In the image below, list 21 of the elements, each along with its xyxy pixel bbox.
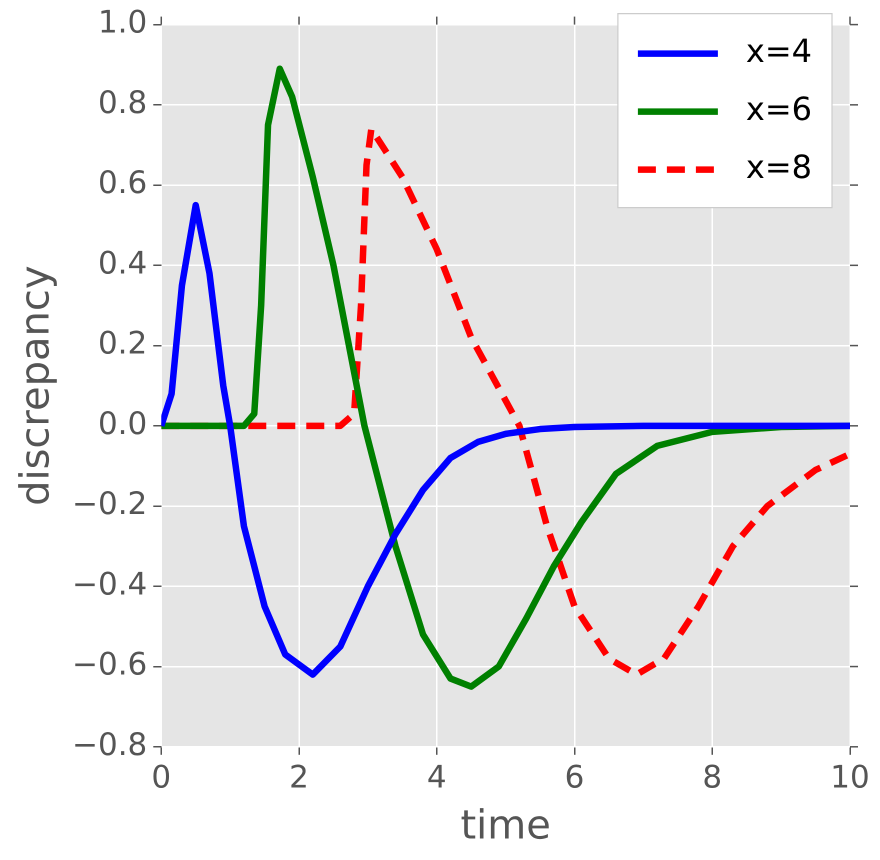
y-tick-label: −0.4 — [72, 566, 148, 602]
y-tick-label: 0.0 — [98, 406, 148, 442]
y-tick-label: 0.8 — [98, 84, 148, 121]
x-tick-label: 0 — [151, 759, 172, 796]
x-tick-label: 10 — [830, 759, 870, 796]
y-tick-label: 0.4 — [98, 245, 148, 282]
y-tick-label: 0.2 — [98, 326, 148, 362]
y-axis-title: discrepancy — [12, 265, 58, 506]
x-tick-label: 6 — [564, 759, 584, 796]
y-tick-label: −0.8 — [72, 726, 148, 763]
legend-label: x=8 — [746, 148, 812, 186]
y-tick-label: −0.6 — [72, 646, 148, 683]
x-tick-label: 4 — [426, 759, 447, 796]
x-tick-label: 8 — [702, 759, 722, 796]
x-tick-label: 2 — [289, 759, 309, 796]
legend-label: x=4 — [746, 32, 812, 70]
x-axis-title: time — [460, 802, 551, 848]
y-tick-label: −0.2 — [72, 486, 148, 522]
y-tick-label: 1.0 — [98, 4, 148, 41]
legend-label: x=6 — [746, 90, 812, 128]
y-tick-label: 0.6 — [98, 165, 148, 202]
